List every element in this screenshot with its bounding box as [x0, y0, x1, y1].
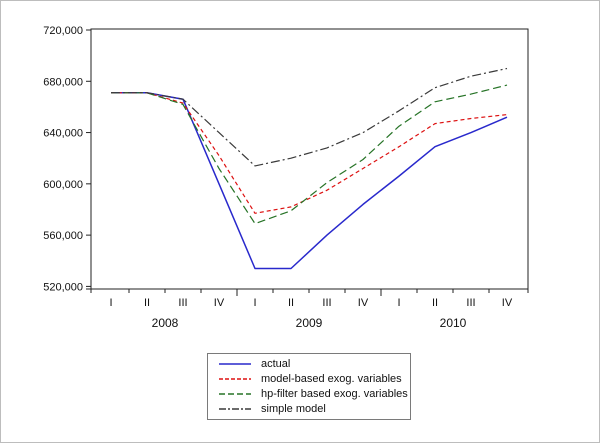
x-year-label: 2009 [296, 316, 323, 330]
legend-line-sample-dash-dot [219, 408, 251, 410]
x-quarter-label: I [397, 297, 400, 309]
x-quarter-label: II [288, 297, 294, 309]
legend-item-model-based: model-based exog. variables [218, 372, 402, 386]
x-year-label: 2008 [152, 316, 179, 330]
series-line-1 [111, 92, 508, 270]
y-tick-label: 720,000 [43, 25, 83, 37]
y-axis-ticks: 720,000 680,000 640,000 600,000 560,000 520,0… [43, 25, 91, 293]
chart-series-lines [111, 67, 508, 270]
plot-frame [86, 28, 529, 290]
x-quarter-label: I [253, 297, 256, 309]
x-quarter-label: II [432, 297, 438, 309]
x-quarter-label: I [109, 297, 112, 309]
y-tick-label: 640,000 [43, 128, 83, 140]
x-quarter-label: IV [214, 297, 225, 309]
y-tick-label: 560,000 [43, 230, 83, 242]
legend-item-hp-filter: hp-filter based exog. variables [218, 387, 408, 401]
series-line-4 [111, 67, 508, 167]
x-quarter-label: IV [358, 297, 369, 309]
y-tick-label: 680,000 [43, 76, 83, 88]
chart-legend: actual model-based exog. variables hp-fi… [207, 353, 411, 420]
legend-label: model-based exog. variables [261, 373, 402, 385]
x-quarter-label: III [178, 297, 187, 309]
legend-label: actual [261, 358, 291, 370]
series-line-3 [111, 84, 508, 225]
series-line-2 [111, 92, 508, 214]
x-year-label: 2010 [440, 316, 467, 330]
x-quarter-label: II [144, 297, 150, 309]
legend-line-sample-dashed [219, 378, 251, 380]
x-quarter-label: IV [502, 297, 513, 309]
legend-item-simple-model: simple model [218, 402, 400, 416]
x-quarter-label: III [322, 297, 331, 309]
y-tick-label: 520,000 [43, 281, 83, 293]
legend-label: simple model [261, 403, 326, 415]
x-quarter-label: III [466, 297, 475, 309]
legend-item-actual: actual [218, 357, 400, 371]
legend-label: hp-filter based exog. variables [261, 388, 408, 400]
legend-line-sample-long-dashed [219, 393, 251, 395]
y-tick-label: 600,000 [43, 179, 83, 191]
legend-line-sample-solid [219, 363, 251, 365]
